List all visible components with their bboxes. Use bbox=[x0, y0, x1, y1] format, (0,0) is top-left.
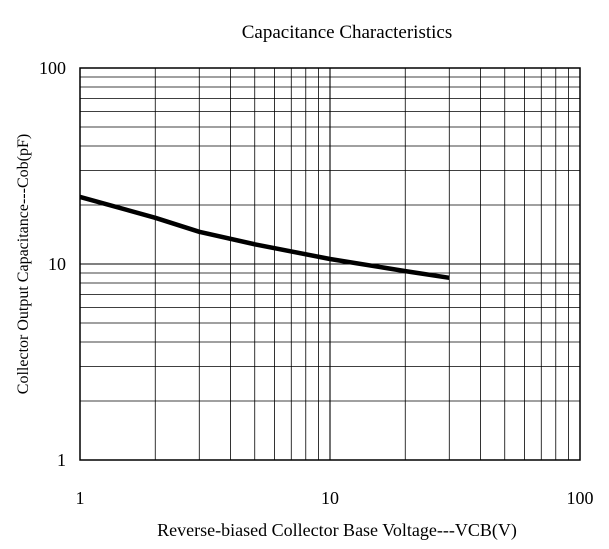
grid-lines bbox=[80, 68, 580, 460]
plot-frame bbox=[79, 67, 581, 461]
y-tick-label: 100 bbox=[39, 58, 66, 78]
x-tick-label: 10 bbox=[321, 488, 339, 508]
y-axis-label: Collector Output Capacitance---Cob(pF) bbox=[15, 134, 32, 394]
x-axis-label: Reverse-biased Collector Base Voltage---… bbox=[157, 520, 517, 541]
data-series bbox=[79, 194, 450, 281]
tick-labels: 1 10 100 1 10 100 bbox=[39, 58, 594, 508]
y-tick-label: 1 bbox=[57, 450, 66, 470]
y-tick-label: 10 bbox=[48, 254, 66, 274]
series-line bbox=[79, 194, 450, 281]
x-tick-label: 100 bbox=[567, 488, 594, 508]
chart-title: Capacitance Characteristics bbox=[242, 22, 452, 43]
x-tick-label: 1 bbox=[76, 488, 85, 508]
